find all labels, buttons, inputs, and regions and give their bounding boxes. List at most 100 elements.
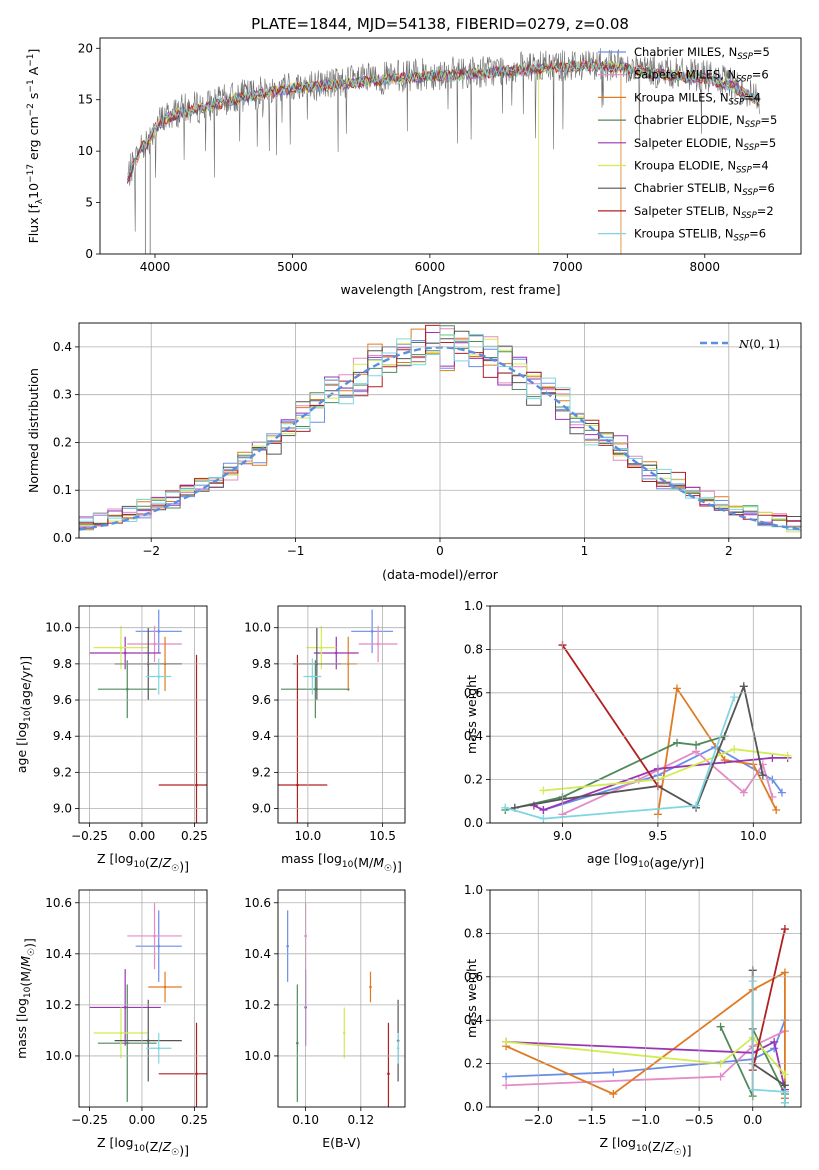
x-axis-label: mass [log10(M/M☉)] [281,851,402,874]
weight-marker [730,693,739,702]
panel-spectrum: 4000 5000 6000 7000 8000 0 5 10 15 20 wavelength [… [26,37,802,297]
weight-marker [780,1087,789,1096]
x-tick-label: 2 [725,544,733,558]
weight-marker [539,786,548,795]
y-tick-label: 9.0 [252,802,271,816]
legend: Chabrier MILES, NSSP=5 Salpeter MILES, NS… [598,45,777,244]
x-tick-label: −2 [142,544,160,558]
data-point [163,985,167,989]
grid [490,889,801,1108]
axes: 10.0 10.5 9.0 9.2 9.4 9.6 9.8 10.0 mass [log10(M… [244,605,406,874]
y-tick-label: 10.0 [45,1049,72,1063]
y-tick-label: 1.0 [464,883,483,897]
y-tick-label: 9.0 [53,802,72,816]
plot-area [501,641,792,823]
axes: −2 −1 0 1 2 0.0 0.1 0.2 0.3 0.4 (data-model)/error… [26,322,802,582]
weight-marker [502,1037,511,1046]
data-point [123,1006,127,1009]
grid [79,323,801,539]
weight-series-line [562,750,774,816]
x-tick-label: 1 [581,544,589,558]
grid [79,606,207,823]
x-axis-label: Z [log10(Z/Z☉)] [599,1135,691,1158]
axes-frame [277,605,406,824]
y-tick-label: 0.0 [464,1100,483,1114]
data-point [125,1041,129,1045]
legend-entry: Salpeter STELIB, NSSP=2 [634,204,774,221]
legend-entry: N(0, 1) [738,337,780,351]
x-tick-label: −1 [287,544,305,558]
data-point [369,985,372,989]
data-point [157,675,161,678]
weight-marker [501,803,510,812]
axes-frame [78,605,208,824]
legend-entry: Kroupa STELIB, NSSP=6 [634,227,766,244]
legend-entry: Salpeter ELODIE, NSSP=5 [634,136,776,153]
y-tick-label: 9.2 [252,765,271,779]
y-tick-label: 0.4 [464,729,483,743]
x-tick-label: −2.0 [524,1113,553,1127]
legend-entry: Salpeter MILES, NSSP=6 [634,68,769,85]
data-point [334,651,338,655]
weight-marker [770,1037,779,1046]
data-point [342,1031,346,1035]
weight-marker [716,1022,725,1031]
weight-series-line [561,644,659,787]
data-point [153,642,156,646]
plot-area [286,902,400,1107]
weight-marker [692,801,701,810]
y-tick-label: 0 [85,247,93,261]
x-axis-label: Z [log10(Z/Z☉)] [97,1135,189,1158]
weight-marker [539,814,548,823]
axes: 0.10 0.12 10.0 10.2 10.4 10.6 E(B-V) [244,889,406,1150]
x-tick-label: 0.00 [129,829,156,843]
x-tick-label: 10.5 [369,829,396,843]
panel-mass-weight-vs-age: 9.0 9.5 10.0 0.0 0.2 0.4 0.6 0.8 1.0 age [log10(a… [464,599,802,870]
weight-marker [768,753,777,762]
y-tick-label: 5 [85,196,93,210]
y-tick-label: 10.6 [244,896,271,910]
y-tick-label: 9.6 [252,693,271,707]
data-point [396,1046,400,1050]
x-axis-label: Z [log10(Z/Z☉)] [97,851,189,874]
y-axis-label: mass weight [464,959,479,1038]
y-tick-label: 0.6 [464,686,483,700]
x-axis-label: (data-model)/error [382,567,499,582]
legend: N(0, 1) [700,337,780,351]
y-tick-label: 0.1 [53,483,72,497]
y-tick-label: 1.0 [464,599,483,613]
data-point [195,783,198,787]
y-tick-label: 0.2 [464,773,483,787]
y-tick-label: 9.2 [53,765,72,779]
y-tick-label: 0.8 [464,926,483,940]
y-axis-label: Flux [fλ10−17 erg cm−2 s−1 A−1] [26,49,45,244]
axes-frame [489,889,802,1108]
legend-entry: Chabrier MILES, NSSP=5 [634,45,770,62]
data-point [376,642,380,646]
axes: 9.0 9.5 10.0 0.0 0.2 0.4 0.6 0.8 1.0 age [log10(a… [464,599,802,870]
y-tick-label: 20 [78,41,93,55]
axes-frame [78,322,802,539]
y-tick-label: 10.0 [45,621,72,635]
y-axis-label: Normed distribution [26,368,41,493]
legend-entry: Kroupa MILES, NSSP=4 [634,90,761,107]
axes-frame [277,889,406,1108]
axes-frame [99,37,802,255]
y-tick-label: 0.2 [53,435,72,449]
weight-marker [672,684,681,693]
weight-marker [780,968,789,977]
weight-marker [777,788,786,797]
x-tick-label: 9.0 [553,829,572,843]
weight-series-line [505,696,736,820]
plot-area [127,48,761,254]
legend-entry: Chabrier STELIB, NSSP=6 [634,181,775,198]
data-point [157,1046,161,1050]
y-tick-label: 0.8 [464,642,483,656]
x-tick-label: 9.5 [648,829,667,843]
weight-marker [502,1072,511,1081]
data-point [195,1072,198,1076]
weight-marker [730,745,739,754]
data-point [153,934,156,938]
weight-series-line [751,970,786,1103]
panel-mass-vs-ebv: 0.10 0.12 10.0 10.2 10.4 10.6 E(B-V) [244,889,406,1150]
